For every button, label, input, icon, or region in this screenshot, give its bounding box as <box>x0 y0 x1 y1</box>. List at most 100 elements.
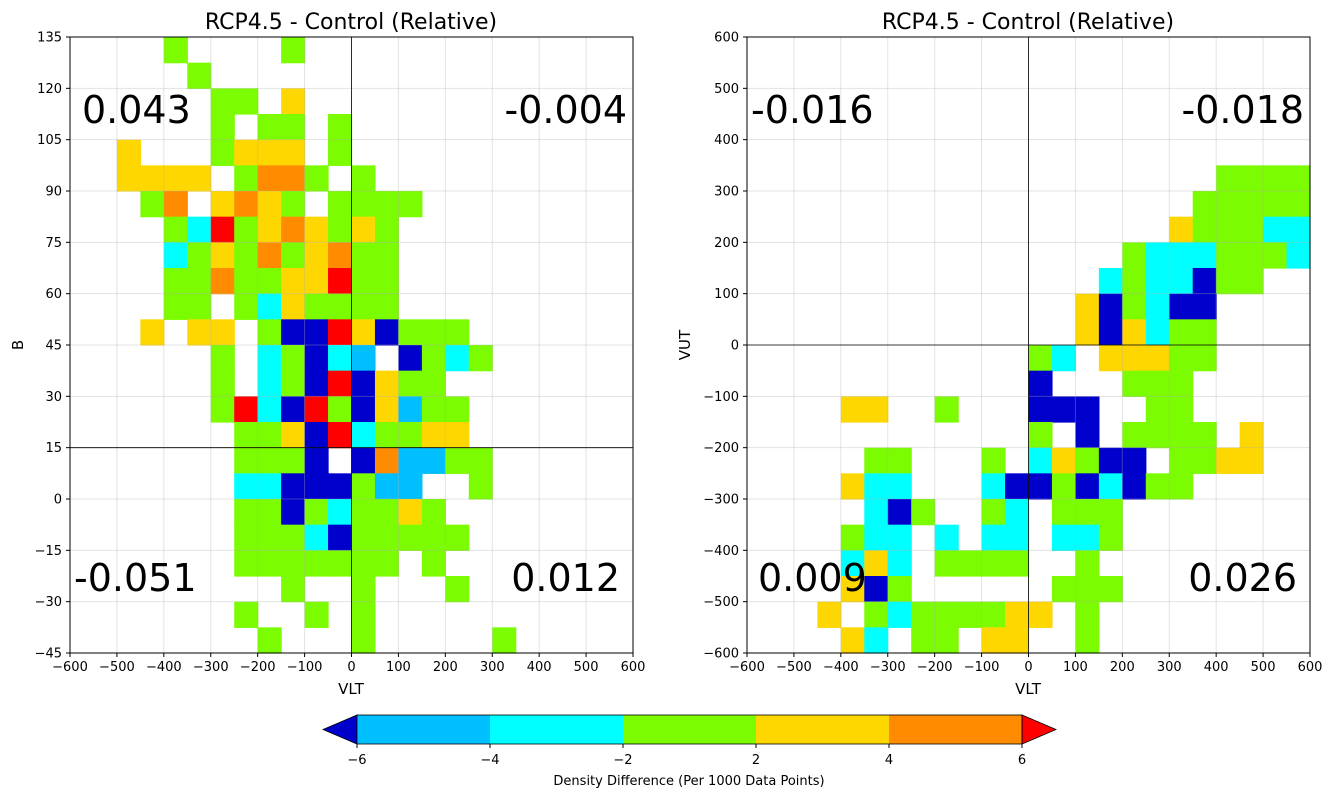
heatmap-cell <box>398 319 423 346</box>
heatmap-cell <box>1169 293 1194 320</box>
heatmap-cell <box>234 447 259 474</box>
right-quadrant-bottom-right-value: 0.026 <box>1188 556 1297 600</box>
heatmap-cell <box>1145 396 1170 423</box>
heatmap-cell <box>1075 319 1100 346</box>
heatmap-cell <box>351 370 376 397</box>
heatmap-cell <box>1192 319 1217 346</box>
heatmap-cell <box>304 242 329 269</box>
heatmap-cell <box>374 422 400 449</box>
heatmap-cell <box>1122 319 1147 346</box>
heatmap-cell <box>934 524 959 551</box>
heatmap-cell <box>304 524 329 551</box>
y-tick-label: 30 <box>45 390 62 405</box>
heatmap-cell <box>257 524 282 551</box>
heatmap-cell <box>1169 268 1194 295</box>
heatmap-cell <box>1239 216 1264 243</box>
heatmap-cell <box>1216 242 1241 269</box>
colorbar-tick-label: −4 <box>480 753 499 768</box>
heatmap-cell <box>887 499 912 526</box>
heatmap-cell <box>1145 242 1170 269</box>
heatmap-cell <box>234 268 259 295</box>
heatmap-cell <box>210 319 235 346</box>
left-chart-title: RCP4.5 - Control (Relative) <box>205 10 497 35</box>
y-tick-label: −200 <box>703 441 739 456</box>
heatmap-cell <box>351 601 376 628</box>
x-tick-label: −200 <box>917 660 953 675</box>
heatmap-cell <box>1145 293 1170 320</box>
heatmap-cell <box>210 345 235 372</box>
colorbar-tick-label: 6 <box>1018 753 1026 768</box>
heatmap-cell <box>328 242 353 269</box>
heatmap-cell <box>1075 627 1100 654</box>
right-y-ticks: −600 −500 −400 −300 −200 −100 0 100 200 300 400 500… <box>703 31 747 662</box>
heatmap-cell <box>1169 473 1194 500</box>
heatmap-cell <box>1286 216 1311 243</box>
heatmap-cell <box>445 447 470 474</box>
heatmap-cell <box>187 165 212 192</box>
heatmap-cell <box>1169 396 1194 423</box>
heatmap-cell <box>1051 576 1077 603</box>
heatmap-cell <box>281 319 306 346</box>
heatmap-cell <box>445 319 470 346</box>
heatmap-cell <box>257 319 282 346</box>
right-panel: RCP4.5 - Control (Relative) VLT VUT −600… <box>676 10 1322 698</box>
heatmap-cell <box>374 447 400 474</box>
heatmap-cell <box>281 165 306 192</box>
right-reference-lines <box>747 37 1310 653</box>
y-tick-label: −15 <box>35 544 62 559</box>
heatmap-cell <box>234 88 259 115</box>
heatmap-cell <box>187 216 212 243</box>
heatmap-cell <box>1075 293 1100 320</box>
left-reference-lines <box>70 37 633 653</box>
heatmap-cell <box>351 268 376 295</box>
heatmap-cell <box>304 216 329 243</box>
heatmap-cell <box>934 627 959 654</box>
heatmap-cell <box>421 499 446 526</box>
x-tick-label: −300 <box>193 660 229 675</box>
heatmap-cell <box>116 165 141 192</box>
heatmap-cell <box>398 447 423 474</box>
heatmap-cell <box>1216 191 1241 218</box>
heatmap-cell <box>374 473 400 500</box>
y-tick-label: 60 <box>45 287 62 302</box>
heatmap-cell <box>1098 524 1123 551</box>
heatmap-cell <box>281 422 306 449</box>
heatmap-cell <box>1263 242 1288 269</box>
heatmap-cell <box>187 268 212 295</box>
heatmap-cell <box>374 550 400 577</box>
heatmap-cell <box>1005 627 1030 654</box>
heatmap-cell <box>281 576 306 603</box>
heatmap-cell <box>1028 473 1053 500</box>
heatmap-cell <box>1098 447 1123 474</box>
heatmap-cell <box>1169 242 1194 269</box>
heatmap-cell <box>887 576 912 603</box>
heatmap-cell <box>398 499 423 526</box>
heatmap-cell <box>398 524 423 551</box>
heatmap-cell <box>328 345 353 372</box>
right-chart-title: RCP4.5 - Control (Relative) <box>882 10 1174 35</box>
heatmap-cell <box>163 293 188 320</box>
heatmap-cell <box>864 550 889 577</box>
heatmap-cell <box>257 268 282 295</box>
heatmap-cell <box>234 216 259 243</box>
heatmap-cell <box>1122 242 1147 269</box>
heatmap-cell <box>281 191 306 218</box>
heatmap-cell <box>187 319 212 346</box>
heatmap-cell <box>934 396 959 423</box>
heatmap-cell <box>140 319 165 346</box>
heatmap-cell <box>864 524 889 551</box>
heatmap-cell <box>328 216 353 243</box>
heatmap-cell <box>257 216 282 243</box>
x-tick-label: −400 <box>146 660 182 675</box>
colorbar-tick-label: −2 <box>613 753 632 768</box>
heatmap-cell <box>1098 473 1123 500</box>
heatmap-cell <box>1145 473 1170 500</box>
heatmap-cell <box>1169 345 1194 372</box>
colorbar-fill <box>321 714 1058 745</box>
heatmap-cell <box>163 37 188 64</box>
heatmap-cell <box>492 627 517 654</box>
heatmap-cell <box>864 473 889 500</box>
heatmap-cell <box>210 242 235 269</box>
heatmap-cell <box>1192 345 1217 372</box>
colorbar-label: Density Difference (Per 1000 Data Points… <box>553 774 824 789</box>
